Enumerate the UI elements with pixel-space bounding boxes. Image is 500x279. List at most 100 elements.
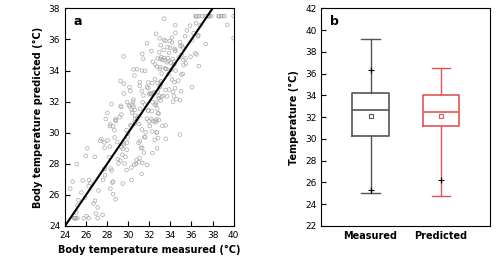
Point [130,97,138,102]
Point [156,81,164,86]
Point [230,36,237,40]
Point [180,57,188,62]
Point [218,14,226,18]
Point [151,62,159,67]
Point [158,79,166,84]
Point [142,130,150,135]
Point [205,14,213,18]
Point [108,168,116,173]
Point [164,45,172,49]
Point [156,36,164,41]
Point [106,124,114,128]
Point [162,136,170,141]
Point [70,216,78,220]
Text: b: b [330,15,338,28]
Point [123,100,131,104]
Point [170,94,178,99]
Point [144,108,152,113]
Point [140,93,147,98]
Point [181,34,189,39]
Point [158,71,166,76]
Point [135,122,143,126]
Point [141,102,149,107]
Point [202,14,209,18]
Point [138,100,146,104]
Point [146,124,154,128]
Point [146,92,154,97]
Point [96,139,104,143]
Point [140,150,148,155]
Point [152,120,160,124]
Point [122,168,130,172]
Point [217,14,225,18]
Point [192,52,200,57]
Point [80,216,88,220]
Point [172,31,179,35]
Point [114,140,122,144]
Point [78,178,86,183]
Point [74,216,82,220]
Point [136,107,144,111]
Point [154,56,162,61]
Y-axis label: Body temperature predicted (°C): Body temperature predicted (°C) [33,27,43,208]
Point [74,203,82,208]
Point [128,110,136,115]
Point [82,214,90,218]
Point [192,14,200,18]
Point [118,112,126,117]
Point [147,49,155,53]
Point [148,81,156,85]
Point [99,178,107,182]
Point [178,53,186,57]
Y-axis label: Temperature (°C): Temperature (°C) [290,70,300,165]
Point [144,80,152,85]
Point [124,131,132,136]
Point [131,119,139,124]
Point [138,160,146,165]
Point [82,153,90,158]
Point [175,55,183,60]
Point [154,90,162,94]
Point [117,105,125,109]
Point [143,117,151,121]
Point [170,62,177,67]
Point [150,91,158,95]
Point [138,146,146,150]
Point [178,72,186,77]
Point [167,68,175,72]
Point [160,16,168,21]
Point [72,216,80,220]
Point [126,88,134,93]
Point [137,146,145,150]
Point [130,67,138,72]
Point [156,50,164,54]
Point [100,140,108,145]
Point [176,40,184,44]
Point [92,211,100,216]
Point [154,111,162,116]
Point [110,135,118,140]
Point [164,56,172,60]
Point [72,210,80,215]
Point [128,108,136,112]
Point [70,216,78,220]
Point [188,85,196,89]
Point [160,58,168,62]
Point [130,162,138,167]
Point [206,14,214,18]
Point [109,124,117,128]
Point [166,45,174,50]
Point [126,104,134,109]
Point [151,102,159,107]
Point [160,48,168,52]
Point [120,143,128,147]
Point [170,59,178,64]
Point [162,123,170,128]
Point [106,122,114,127]
Point [139,57,147,61]
Point [153,107,161,111]
Point [156,85,164,89]
Point [163,60,171,64]
Point [172,68,179,73]
Point [109,179,117,184]
